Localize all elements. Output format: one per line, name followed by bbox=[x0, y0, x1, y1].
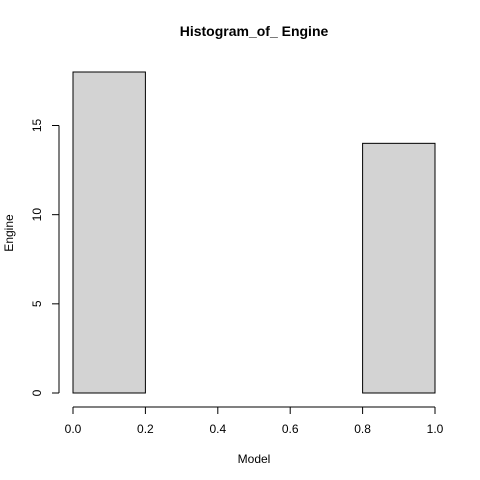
x-axis-label: Model bbox=[238, 452, 271, 466]
bars-group bbox=[73, 72, 435, 393]
histogram-bar bbox=[73, 72, 145, 393]
x-axis: 0.0 0.2 0.4 0.6 0.8 1.0 bbox=[65, 407, 444, 436]
histogram-bar bbox=[363, 143, 435, 393]
x-tick-label: 0.4 bbox=[209, 422, 226, 436]
y-axis: 0 5 10 15 bbox=[30, 119, 59, 397]
y-axis-label: Engine bbox=[2, 214, 16, 252]
x-tick-label: 0.8 bbox=[354, 422, 371, 436]
chart-title: Histogram_of_ Engine bbox=[180, 23, 329, 39]
x-tick-label: 0.0 bbox=[65, 422, 82, 436]
x-tick-label: 1.0 bbox=[427, 422, 444, 436]
y-tick-label: 15 bbox=[30, 119, 44, 133]
y-tick-label: 5 bbox=[30, 300, 44, 307]
y-tick-label: 0 bbox=[30, 389, 44, 396]
x-tick-label: 0.6 bbox=[282, 422, 299, 436]
x-tick-label: 0.2 bbox=[137, 422, 154, 436]
y-tick-label: 10 bbox=[30, 208, 44, 222]
